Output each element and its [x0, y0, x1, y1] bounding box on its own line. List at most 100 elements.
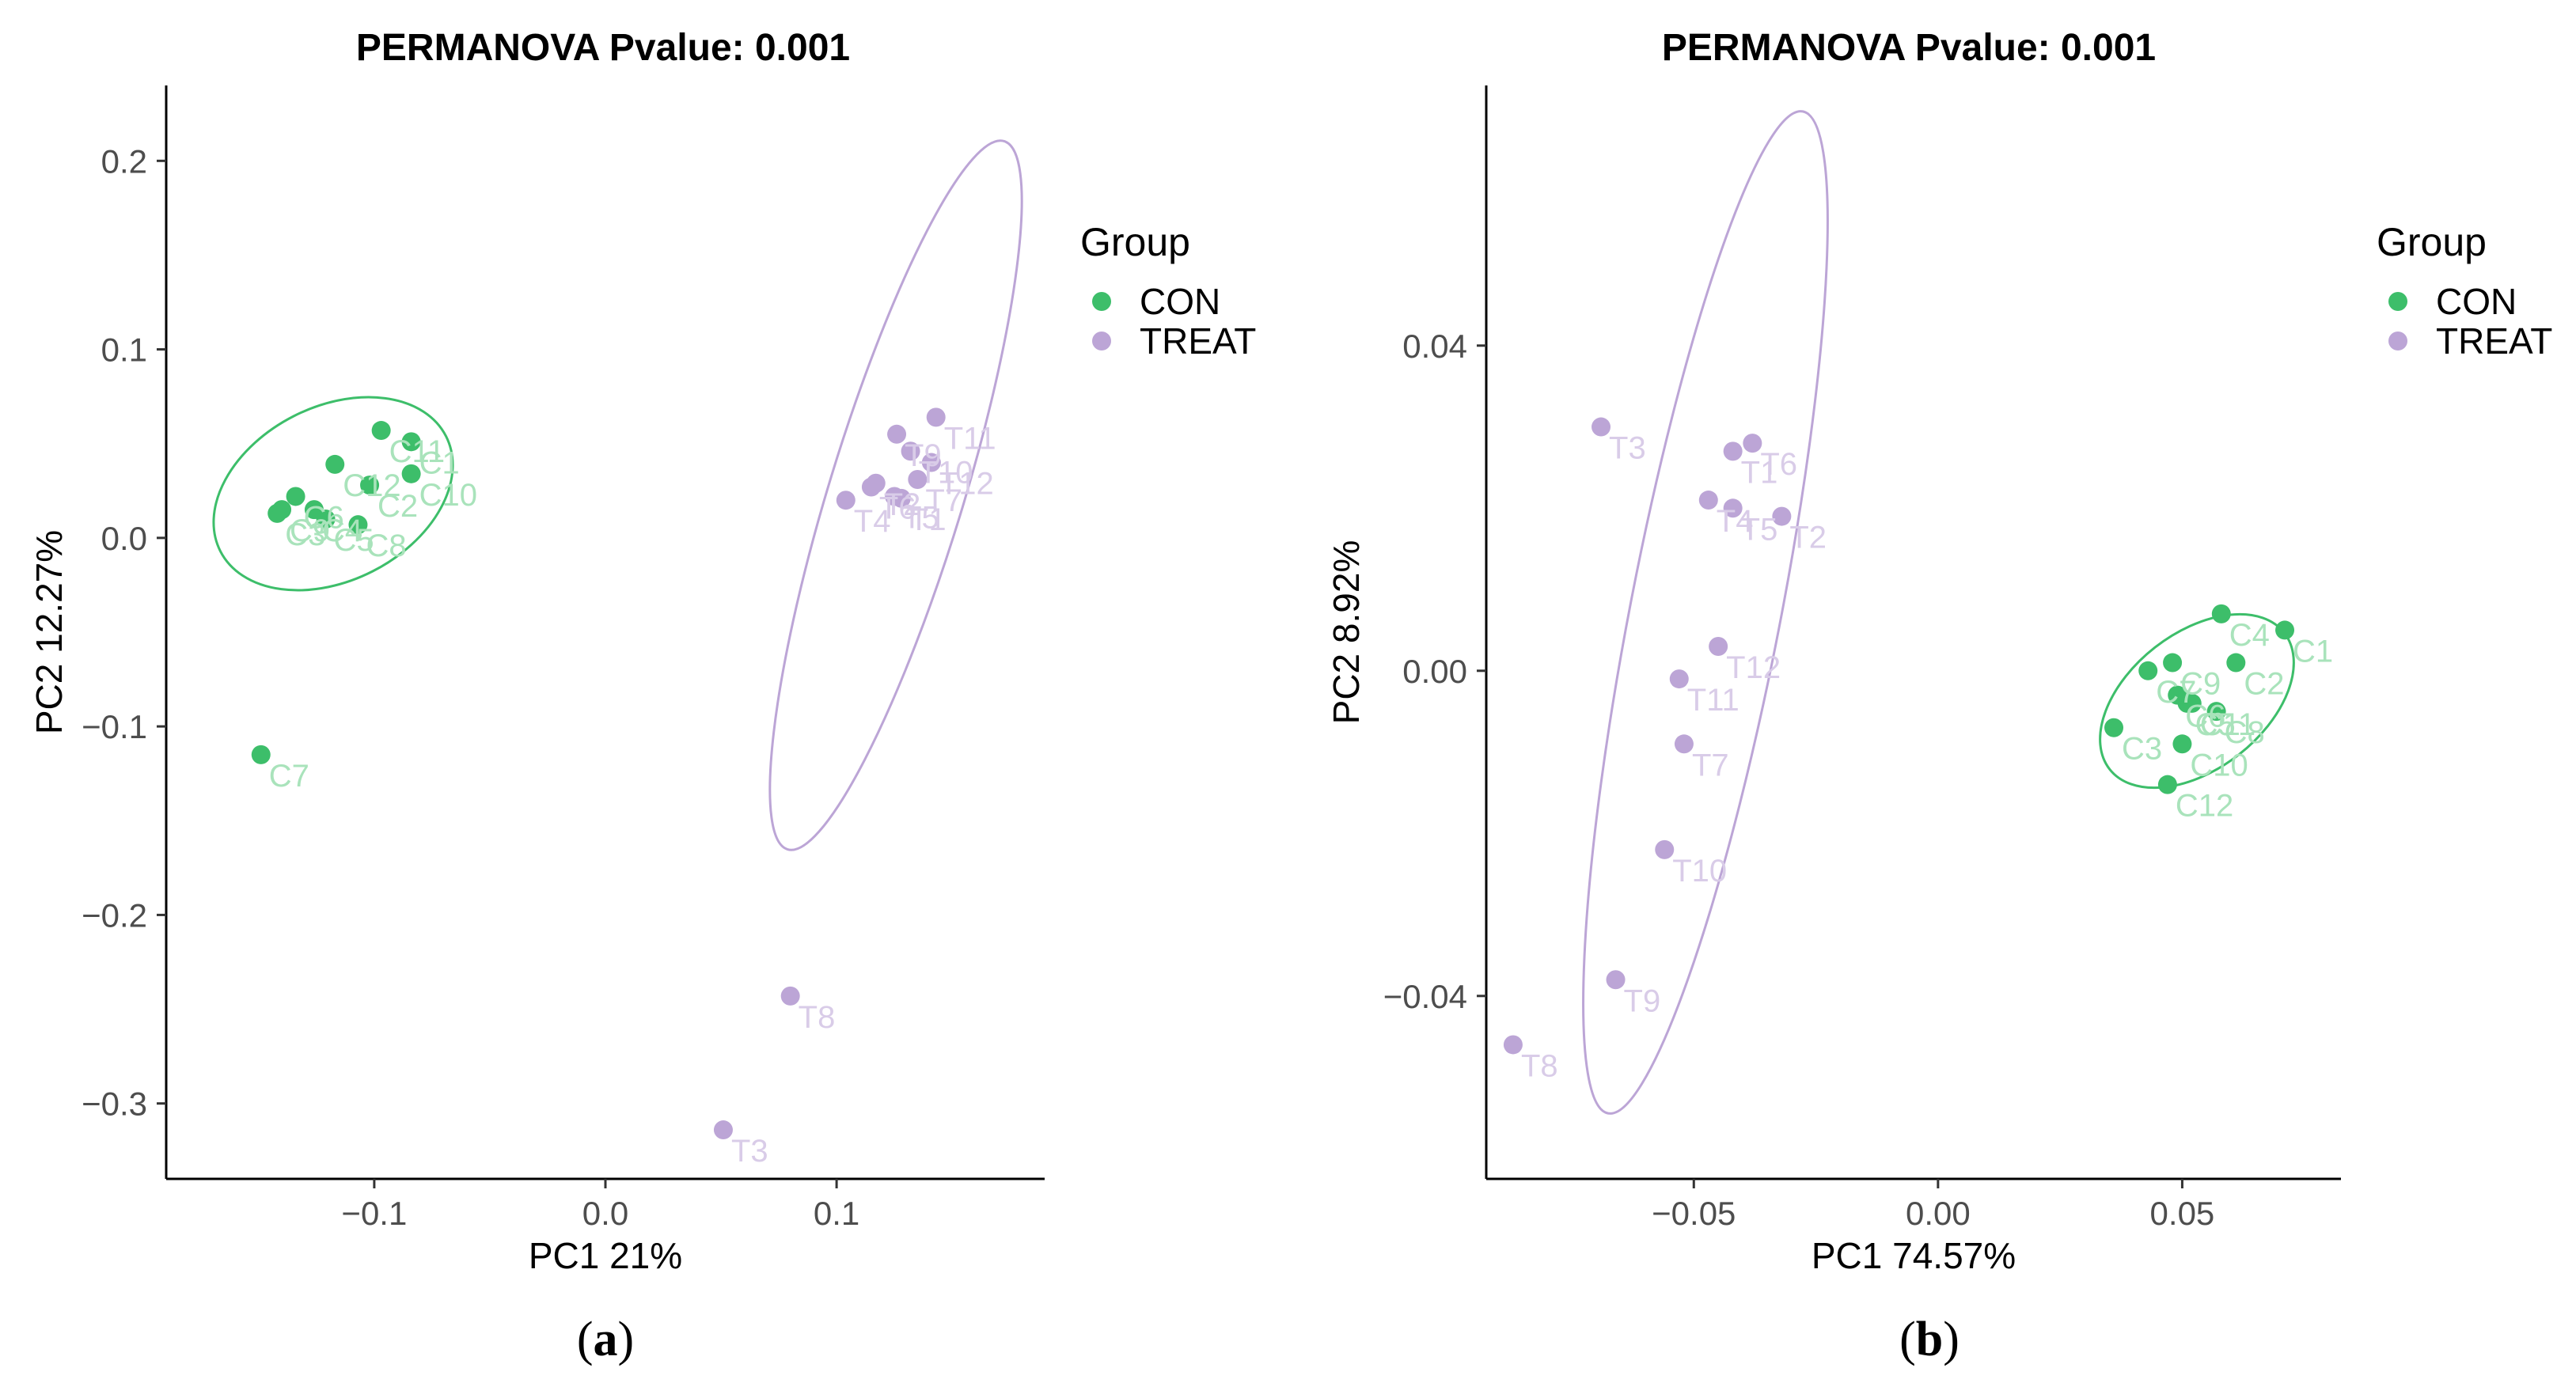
panel-b-legend-label-con: CON — [2436, 281, 2517, 322]
panel-b-point-t11 — [1669, 669, 1689, 689]
panel-b-y-ticks: −0.04 0.00 0.04 — [1383, 328, 1486, 1015]
panel-a-point-label-t4: T4 — [854, 504, 891, 539]
panel-a-point-label-c5: C5 — [334, 523, 374, 558]
panel-b-caption-letter: b — [1916, 1313, 1943, 1366]
panel-b-point-label-c10: C10 — [2190, 748, 2248, 782]
panel-a-point-label-c10: C10 — [419, 478, 477, 513]
panel-a-point-label-c1: C1 — [419, 445, 460, 480]
panel-a-point-c10 — [401, 464, 421, 483]
panel-a-x-tick-label: 0.0 — [582, 1195, 628, 1232]
panel-b-point-label-c8: C8 — [2225, 715, 2265, 750]
panel-b-point-c7 — [2138, 661, 2158, 680]
panel-a-ellipse-treat — [768, 139, 1023, 851]
panel-a-points — [251, 407, 946, 1140]
panel-a-x-ticks: −0.1 0.0 0.1 — [341, 1179, 859, 1232]
panel-a-point-t8 — [780, 986, 800, 1006]
panel-a-point-t9 — [887, 424, 907, 444]
panel-a-point-t3 — [713, 1120, 733, 1140]
panel-b-point-label-t7: T7 — [1692, 748, 1729, 782]
panel-b-y-tick-label: −0.04 — [1383, 978, 1467, 1015]
panel-b-point-label-t1: T1 — [1741, 455, 1778, 490]
panel-a-point-t11 — [926, 407, 946, 427]
panel-a-point-label-t2: T2 — [884, 487, 921, 522]
panel-b-point-c1 — [2275, 620, 2295, 640]
panel-b-point-label-t2: T2 — [1789, 521, 1827, 555]
panel-a-y-tick-label: −0.3 — [82, 1086, 147, 1123]
panel-b-point-label-c9: C9 — [2180, 667, 2221, 702]
panel-a-caption-close: ) — [618, 1313, 635, 1366]
panel-b-caption: (b) — [1899, 1313, 1960, 1366]
panel-a-point-c7 — [251, 745, 271, 764]
panel-b-point-label-c3: C3 — [2122, 732, 2162, 767]
panel-b-point-t3 — [1592, 417, 1611, 437]
panel-b-point-label-c11: C11 — [2200, 707, 2255, 742]
panel-a-point-label-c9: C9 — [290, 513, 330, 548]
panel-a-point-t7 — [908, 469, 928, 489]
panel-b-point-label-t3: T3 — [1609, 431, 1646, 466]
panel-a-point-c12 — [325, 454, 345, 474]
panel-a-point-label-c2: C2 — [377, 489, 418, 524]
panel-b-title: PERMANOVA Pvalue: 0.001 — [1662, 27, 2156, 69]
panel-b-caption-open: ( — [1899, 1313, 1916, 1366]
panel-b-point-c2 — [2226, 653, 2246, 673]
panel-b-point-label-t9: T9 — [1624, 983, 1661, 1018]
panel-a-point-label-t1: T1 — [909, 502, 947, 537]
panel-b-point-t2 — [1772, 506, 1792, 526]
panel-a-y-tick-label: 0.0 — [101, 520, 147, 557]
panel-a-point-label-c3: C3 — [285, 517, 325, 552]
panel-b-point-t10 — [1655, 839, 1675, 859]
panel-b-y-tick-label: 0.00 — [1402, 653, 1467, 690]
panel-b-point-label-c12: C12 — [2176, 789, 2233, 824]
panel-b-point-label-c6: C6 — [2185, 699, 2225, 734]
panel-a-y-tick-label: 0.2 — [101, 142, 147, 180]
panel-a-point-label-c11: C11 — [389, 434, 445, 469]
panel-b-point-label-c2: C2 — [2244, 667, 2284, 702]
panel-a-point-label-t3: T3 — [731, 1134, 768, 1169]
panel-b-caption-close: ) — [1943, 1313, 1960, 1366]
panel-a-y-axis-label: PC2 12.27% — [28, 530, 70, 734]
panel-a-point-label-t12: T12 — [939, 467, 994, 502]
panel-a-point-label-t10: T10 — [919, 455, 973, 490]
panel-a-point-label-c8: C8 — [366, 529, 406, 563]
panel-b-point-label-c4: C4 — [2229, 618, 2270, 653]
panel-b-point-c11 — [2182, 693, 2202, 713]
panel-a-caption: (a) — [577, 1313, 634, 1366]
panel-b-point-t8 — [1503, 1035, 1523, 1055]
panel-a-point-label-t9: T9 — [905, 438, 942, 473]
panel-a-point-c11 — [371, 421, 391, 441]
panel-b-point-label-t4: T4 — [1717, 504, 1754, 539]
panel-a-x-axis-label: PC1 21% — [529, 1235, 682, 1276]
panel-a-legend-key-treat — [1092, 332, 1111, 350]
panel-a-ellipses — [212, 139, 1023, 851]
panel-a-ellipse-con — [212, 396, 454, 592]
panel-a-point-label-c7: C7 — [269, 759, 309, 794]
panel-a-caption-letter: a — [594, 1313, 618, 1366]
panel-a-point-label-c12: C12 — [343, 468, 400, 503]
panel-b-point-t5 — [1723, 498, 1743, 518]
panel-b-point-t4 — [1698, 491, 1718, 510]
panel-b-ellipse-treat — [1582, 110, 1829, 1115]
panel-a-point-c5 — [316, 510, 336, 529]
panel-b-ellipses — [1582, 110, 2295, 1115]
panel-b-legend-key-con — [2388, 292, 2407, 311]
panel-b-x-ticks: −0.05 0.00 0.05 — [1652, 1179, 2214, 1232]
panel-b-y-tick-label: 0.04 — [1402, 328, 1467, 365]
panel-b-legend-key-treat — [2388, 332, 2407, 350]
panel-a-y-ticks: −0.3 −0.2 −0.1 0.0 0.1 0.2 — [82, 142, 166, 1123]
panel-a-legend: Group CON TREAT — [1080, 220, 1256, 362]
panel-b-point-label-t6: T6 — [1760, 447, 1797, 482]
panel-a-legend-label-con: CON — [1140, 281, 1220, 322]
panel-a-point-c6 — [286, 487, 305, 506]
panel-b-legend: Group CON TREAT — [2377, 220, 2552, 362]
panel-a-point-c1 — [401, 432, 421, 452]
panel-a-point-label-t6: T6 — [879, 491, 916, 526]
panel-b-point-c8 — [2206, 702, 2226, 722]
panel-b-point-c10 — [2172, 734, 2192, 754]
panel-b-legend-label-treat: TREAT — [2436, 320, 2552, 362]
panel-b-legend-title: Group — [2377, 220, 2487, 264]
panel-a-point-c2 — [360, 476, 380, 495]
panel-a-point-label-t7: T7 — [925, 483, 962, 518]
panel-a-point-label-c6: C6 — [304, 500, 344, 535]
